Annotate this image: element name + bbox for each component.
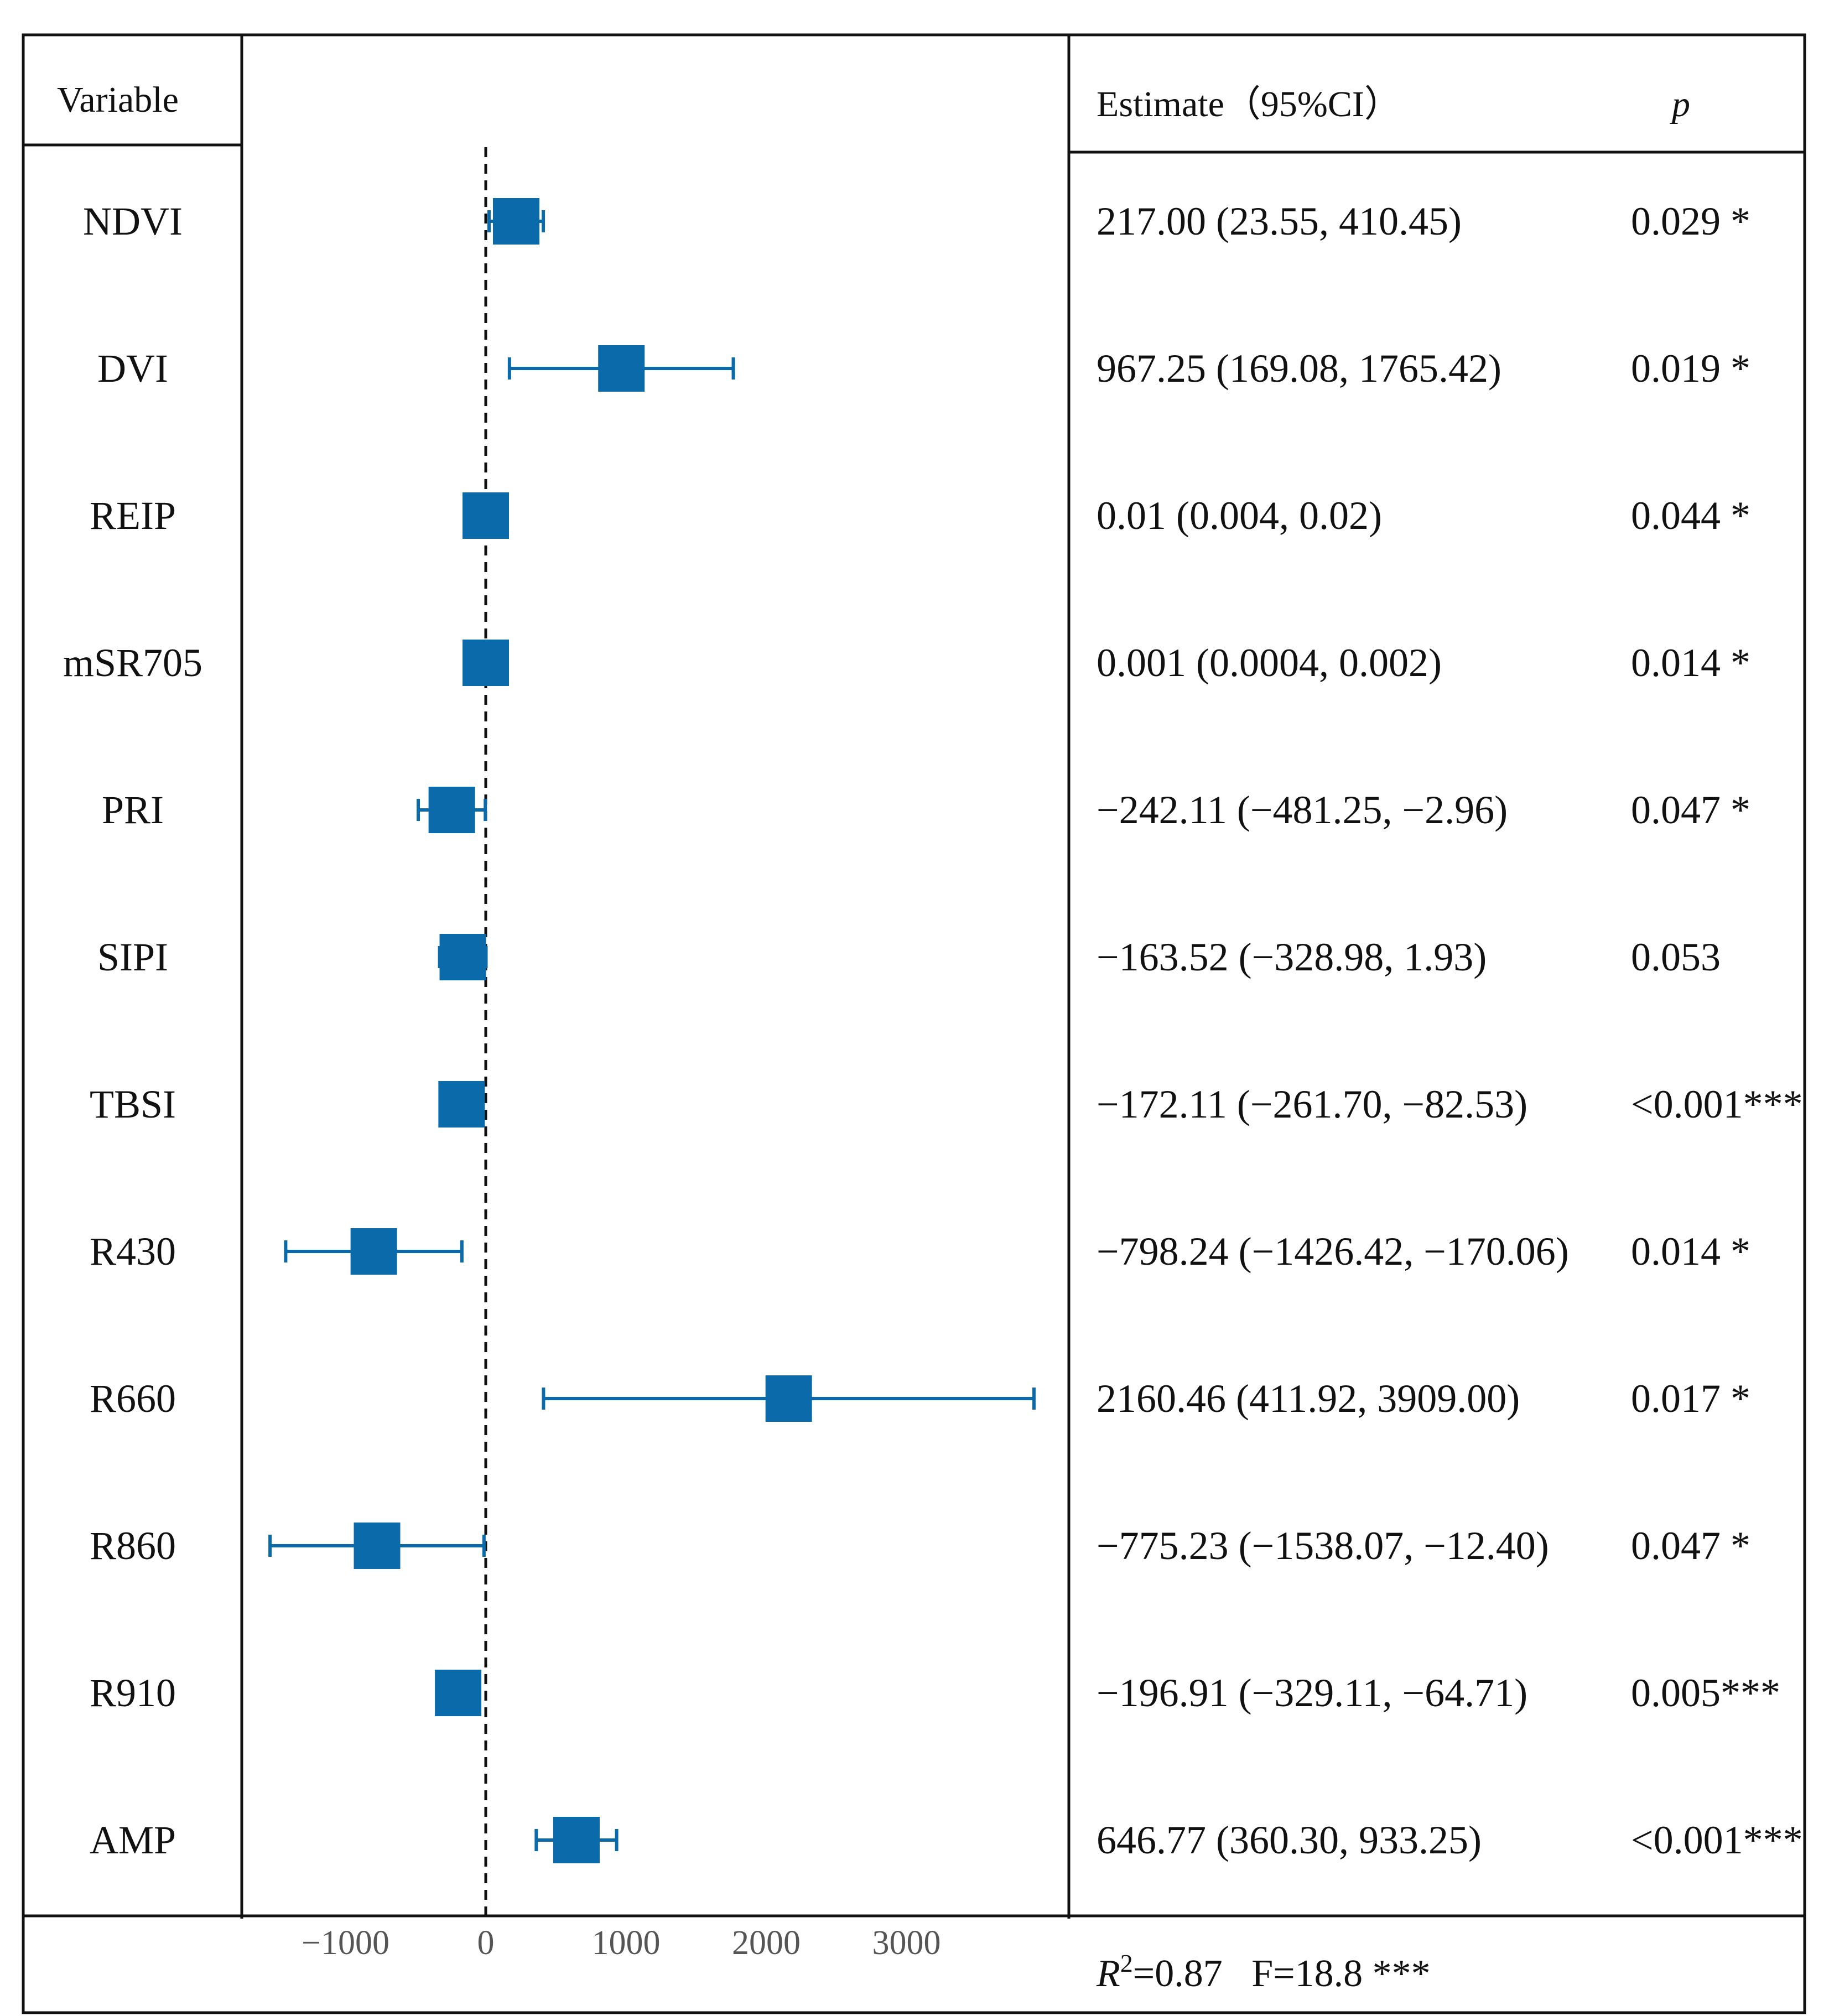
- estimate-marker: [350, 1228, 397, 1275]
- x-tick-label: 0: [477, 1924, 495, 1962]
- estimate-ci-text: 0.001 (0.0004, 0.002): [1097, 641, 1442, 685]
- estimate-marker: [428, 787, 475, 833]
- row-r430: R430 −798.24 (−1426.42, −170.06) 0.014 *: [90, 1228, 1750, 1275]
- p-value-text: 0.014 *: [1631, 1229, 1750, 1274]
- estimate-ci-text: −798.24 (−1426.42, −170.06): [1097, 1229, 1569, 1274]
- header-p: p: [1670, 84, 1690, 124]
- estimate-marker: [435, 1670, 482, 1716]
- variable-label: R910: [90, 1671, 176, 1715]
- row-ndvi: NDVI 217.00 (23.55, 410.45) 0.029 *: [83, 198, 1750, 245]
- row-r660: R660 2160.46 (411.92, 3909.00) 0.017 *: [90, 1375, 1750, 1422]
- variable-label: TBSI: [90, 1082, 176, 1126]
- p-value-text: 0.044 *: [1631, 493, 1750, 538]
- p-value-text: 0.005***: [1631, 1671, 1780, 1715]
- x-tick-label: 1000: [592, 1924, 661, 1962]
- variable-label: DVI: [97, 346, 168, 391]
- estimate-marker: [493, 198, 540, 245]
- header-variable: Variable: [57, 80, 179, 120]
- variable-label: R860: [90, 1524, 176, 1568]
- r2-symbol: R: [1096, 1952, 1120, 1995]
- estimate-ci-text: 967.25 (169.08, 1765.42): [1097, 346, 1501, 391]
- variable-label: PRI: [102, 788, 164, 832]
- model-fit-statistics: R2=0.87 F=18.8 ***: [1096, 1949, 1431, 1995]
- x-axis-ticks: −1000 0 1000 2000 3000: [302, 1924, 941, 1962]
- estimate-marker: [438, 1081, 485, 1127]
- row-r910: R910 −196.91 (−329.11, −64.71) 0.005***: [90, 1670, 1780, 1716]
- variable-label: REIP: [90, 493, 176, 538]
- row-sipi: SIPI −163.52 (−328.98, 1.93) 0.053: [97, 934, 1721, 980]
- p-value-text: <0.001***: [1631, 1818, 1803, 1862]
- x-tick-label: 3000: [872, 1924, 941, 1962]
- estimate-ci-text: −196.91 (−329.11, −64.71): [1097, 1671, 1527, 1715]
- p-value-text: 0.053: [1631, 935, 1721, 979]
- variable-label: SIPI: [97, 935, 168, 979]
- estimate-ci-text: 217.00 (23.55, 410.45): [1097, 199, 1462, 243]
- row-msr705: mSR705 0.001 (0.0004, 0.002) 0.014 *: [63, 640, 1750, 686]
- estimate-ci-text: −163.52 (−328.98, 1.93): [1097, 935, 1487, 979]
- estimate-marker: [463, 640, 510, 686]
- estimate-ci-text: −172.11 (−261.70, −82.53): [1097, 1082, 1527, 1126]
- x-tick-label: −1000: [302, 1924, 389, 1962]
- estimate-ci-text: 2160.46 (411.92, 3909.00): [1097, 1376, 1520, 1421]
- variable-label: mSR705: [63, 641, 202, 685]
- data-rows: NDVI 217.00 (23.55, 410.45) 0.029 * DVI 967.…: [63, 198, 1803, 1863]
- p-value-text: <0.001***: [1631, 1082, 1803, 1126]
- variable-label: NDVI: [83, 199, 183, 243]
- row-dvi: DVI 967.25 (169.08, 1765.42) 0.019 *: [97, 345, 1750, 392]
- table-frame: [22, 33, 1806, 2014]
- estimate-marker: [354, 1523, 401, 1569]
- estimate-marker: [598, 345, 645, 392]
- estimate-ci-text: 646.77 (360.30, 933.25): [1097, 1818, 1482, 1862]
- p-value-text: 0.047 *: [1631, 788, 1750, 832]
- estimate-ci-text: 0.01 (0.004, 0.02): [1097, 493, 1382, 538]
- row-r860: R860 −775.23 (−1538.07, −12.40) 0.047 *: [90, 1523, 1750, 1569]
- p-value-text: 0.029 *: [1631, 199, 1750, 243]
- estimate-marker: [765, 1375, 812, 1422]
- header-estimate: Estimate（95%CI）: [1097, 84, 1401, 124]
- r2-superscript: 2: [1120, 1949, 1133, 1977]
- variable-label: R660: [90, 1376, 176, 1421]
- row-tbsi: TBSI −172.11 (−261.70, −82.53) <0.001***: [90, 1081, 1803, 1127]
- variable-label: R430: [90, 1229, 176, 1274]
- estimate-ci-text: −775.23 (−1538.07, −12.40): [1097, 1524, 1549, 1568]
- outer-border: [22, 33, 1806, 2014]
- p-value-text: 0.014 *: [1631, 641, 1750, 685]
- estimate-marker: [439, 934, 486, 980]
- estimate-marker: [463, 492, 510, 539]
- x-tick-label: 2000: [732, 1924, 801, 1962]
- row-pri: PRI −242.11 (−481.25, −2.96) 0.047 *: [102, 787, 1750, 833]
- estimate-marker: [553, 1817, 600, 1863]
- row-amp: AMP 646.77 (360.30, 933.25) <0.001***: [90, 1817, 1803, 1863]
- estimate-ci-text: −242.11 (−481.25, −2.96): [1097, 788, 1508, 832]
- p-value-text: 0.019 *: [1631, 346, 1750, 391]
- row-reip: REIP 0.01 (0.004, 0.02) 0.044 *: [90, 492, 1750, 539]
- p-value-text: 0.047 *: [1631, 1524, 1750, 1568]
- p-value-text: 0.017 *: [1631, 1376, 1750, 1421]
- variable-label: AMP: [90, 1818, 176, 1862]
- fit-values: =0.87 F=18.8 ***: [1133, 1952, 1431, 1995]
